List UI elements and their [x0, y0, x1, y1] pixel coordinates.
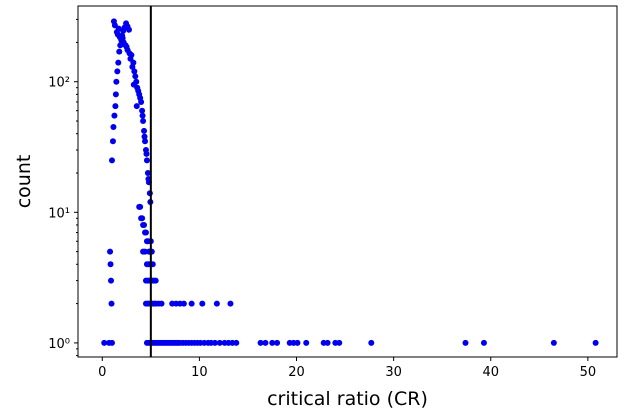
- data-point: [130, 81, 137, 88]
- data-point: [127, 55, 134, 62]
- data-point: [294, 339, 301, 346]
- data-point: [462, 339, 469, 346]
- data-point: [480, 339, 487, 346]
- y-axis-label: count: [13, 155, 35, 209]
- data-point: [269, 339, 276, 346]
- data-point: [108, 157, 115, 164]
- data-point: [139, 107, 146, 114]
- data-point: [137, 203, 144, 210]
- data-point: [143, 157, 150, 164]
- data-point: [112, 103, 119, 110]
- data-point: [144, 170, 151, 176]
- data-point: [592, 339, 599, 346]
- x-tick-label: 30: [385, 365, 402, 380]
- data-point: [140, 118, 147, 125]
- data-point: [125, 26, 132, 33]
- data-point: [233, 339, 240, 346]
- data-point: [132, 73, 139, 80]
- data-point: [227, 300, 234, 307]
- data-point: [119, 32, 126, 39]
- x-axis-ticks: 0 10 20 30 40 50: [98, 357, 596, 380]
- data-point: [142, 248, 149, 255]
- data-point: [199, 300, 206, 307]
- data-point: [152, 277, 159, 284]
- data-point: [137, 95, 144, 102]
- data-point: [108, 300, 115, 307]
- x-axis-label: critical ratio (CR): [267, 388, 428, 410]
- y-tick-label: 10¹: [48, 206, 70, 221]
- data-point: [303, 339, 310, 346]
- y-tick-label: 10²: [48, 76, 70, 91]
- data-point: [336, 339, 343, 346]
- data-point: [109, 138, 116, 145]
- data-point: [123, 43, 130, 50]
- data-point: [143, 150, 150, 157]
- data-point: [108, 339, 115, 346]
- y-tick-label: 10⁰: [48, 337, 70, 352]
- data-point: [110, 124, 117, 131]
- data-point: [139, 215, 146, 222]
- data-point: [188, 300, 195, 307]
- data-point: [141, 133, 148, 140]
- data-point: [116, 48, 123, 55]
- data-point: [107, 261, 114, 268]
- data-point: [117, 42, 124, 49]
- data-point: [133, 103, 140, 110]
- data-point: [141, 127, 148, 134]
- data-point: [101, 339, 108, 346]
- y-axis-ticks: 10⁰ 10¹ 10²: [48, 18, 78, 357]
- data-point: [274, 339, 281, 346]
- data-point: [141, 221, 148, 228]
- x-tick-label: 0: [98, 365, 106, 380]
- x-tick-label: 10: [191, 365, 208, 380]
- data-point: [213, 300, 220, 307]
- plot-frame: [77, 5, 618, 358]
- data-point: [135, 87, 142, 94]
- x-tick-label: 40: [482, 365, 499, 380]
- data-point: [114, 68, 121, 75]
- data-point: [180, 300, 187, 307]
- data-point: [131, 68, 138, 75]
- data-point: [142, 138, 149, 145]
- data-point: [129, 63, 136, 70]
- data-point: [262, 339, 269, 346]
- data-point: [107, 248, 114, 255]
- data-point: [108, 277, 115, 284]
- data-point: [257, 339, 264, 346]
- data-point: [211, 339, 218, 346]
- data-point: [112, 91, 119, 98]
- data-point: [324, 339, 331, 346]
- data-point: [216, 339, 223, 346]
- data-point: [142, 229, 149, 236]
- data-point: [550, 339, 557, 346]
- data-point: [139, 112, 146, 119]
- data-point: [115, 59, 122, 66]
- data-point: [158, 300, 165, 307]
- data-point: [113, 78, 120, 85]
- x-tick-label: 20: [288, 365, 305, 380]
- x-tick-label: 50: [580, 365, 597, 380]
- data-point: [111, 112, 118, 119]
- data-point: [368, 339, 375, 346]
